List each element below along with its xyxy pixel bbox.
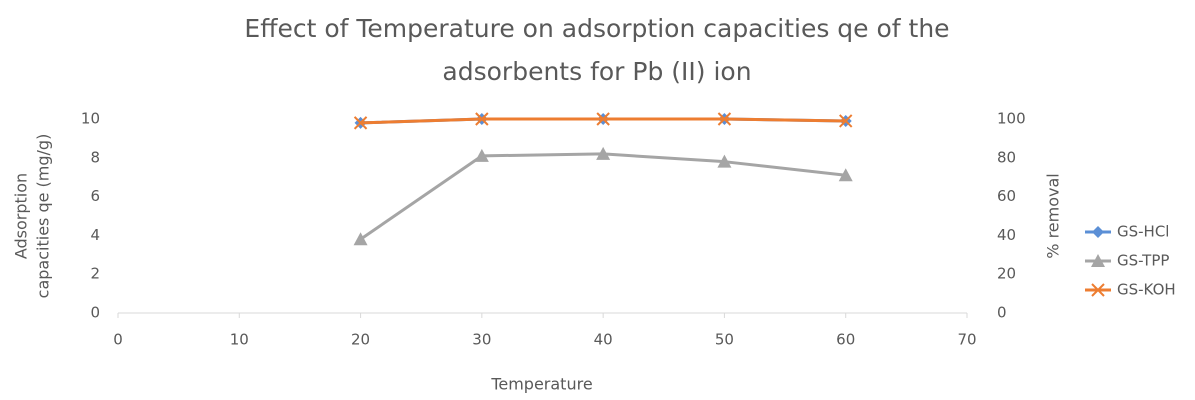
y-tick-label: 0 bbox=[90, 304, 100, 322]
data-point bbox=[717, 154, 732, 168]
x-tick-label: 50 bbox=[715, 331, 734, 349]
x-tick-label: 40 bbox=[594, 331, 613, 349]
x-tick-label: 60 bbox=[836, 331, 855, 349]
legend-label: GS-TPP bbox=[1117, 252, 1169, 270]
data-point bbox=[474, 148, 489, 162]
data-point bbox=[839, 114, 853, 128]
data-point bbox=[838, 168, 853, 182]
y-axis-title: Adsorption bbox=[12, 173, 31, 259]
y-tick-label: 6 bbox=[90, 187, 100, 205]
series-line bbox=[359, 152, 846, 241]
x-tick-label: 10 bbox=[230, 331, 249, 349]
y-tick-label: 8 bbox=[90, 148, 100, 166]
x-tick-label: 20 bbox=[351, 331, 370, 349]
x-axis-title: Temperature bbox=[490, 375, 592, 394]
y-tick-label: 4 bbox=[90, 226, 100, 244]
data-point bbox=[596, 146, 611, 160]
data-point bbox=[353, 232, 368, 246]
x-tick-label: 30 bbox=[472, 331, 491, 349]
legend-label: GS-HCl bbox=[1117, 223, 1169, 241]
legend-marker bbox=[1091, 254, 1105, 267]
legend-label: GS-KOH bbox=[1117, 281, 1176, 299]
data-point bbox=[475, 112, 489, 126]
y-tick-label: 10 bbox=[81, 110, 100, 128]
y2-axis-title: % removal bbox=[1044, 173, 1063, 258]
legend-marker bbox=[1092, 226, 1104, 238]
y2-tick-label: 100 bbox=[997, 110, 1026, 128]
y2-tick-label: 40 bbox=[997, 226, 1016, 244]
y2-tick-label: 80 bbox=[997, 148, 1016, 166]
chart-title: adsorbents for Pb (II) ion bbox=[442, 57, 751, 86]
y2-tick-label: 0 bbox=[997, 304, 1007, 322]
x-tick-label: 70 bbox=[957, 331, 976, 349]
y2-tick-label: 60 bbox=[997, 187, 1016, 205]
x-tick-label: 0 bbox=[113, 331, 123, 349]
data-point bbox=[717, 112, 732, 126]
y-tick-label: 2 bbox=[90, 265, 100, 283]
data-point bbox=[596, 112, 610, 126]
y-axis-title: capacities qe (mg/g) bbox=[34, 134, 53, 299]
data-point bbox=[353, 116, 368, 130]
legend-marker bbox=[1091, 283, 1105, 297]
chart-title: Effect of Temperature on adsorption capa… bbox=[244, 14, 949, 43]
y2-tick-label: 20 bbox=[997, 265, 1016, 283]
